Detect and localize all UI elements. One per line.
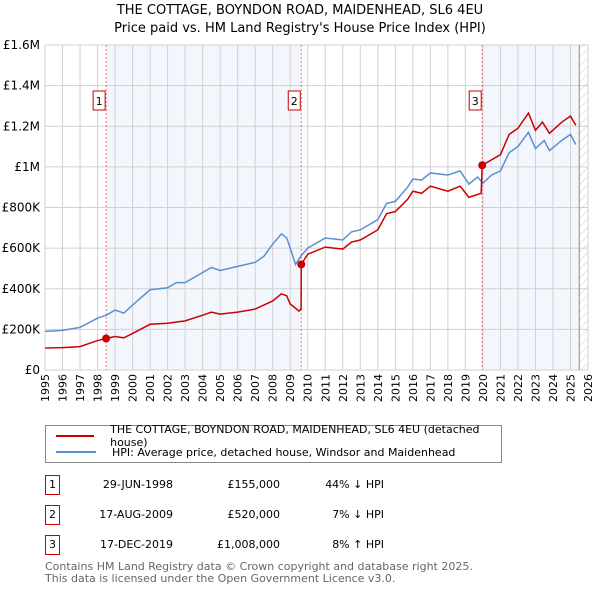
x-tick-label: 1999 [109,374,122,402]
sale-hpi-diff: 8% ↑ HPI [332,538,384,551]
x-tick-label: 2013 [354,374,367,402]
sale-hpi-diff: 7% ↓ HPI [332,508,384,521]
legend: THE COTTAGE, BOYNDON ROAD, MAIDENHEAD, S… [45,423,502,463]
x-tick-label: 2006 [232,374,245,402]
x-tick-label: 1996 [57,374,70,402]
x-tick-label: 2009 [284,374,297,402]
x-tick-label: 2025 [564,374,577,402]
x-tick-label: 1997 [74,374,87,402]
sale-price: £520,000 [227,508,281,521]
legend-item-hpi: HPI: Average price, detached house, Wind… [56,445,455,459]
sale-price: £155,000 [227,478,281,491]
sale-label-box [468,90,482,111]
y-tick-label: £600K [2,241,42,255]
chart-subtitle: Price paid vs. HM Land Registry's House … [114,21,486,36]
legend-item-property: THE COTTAGE, BOYNDON ROAD, MAIDENHEAD, S… [56,423,501,449]
sale-price: £1,008,000 [217,538,280,551]
y-tick-label: £200K [2,322,42,336]
sale-label-box [287,90,301,111]
x-tick-label: 2004 [197,374,210,402]
sale-point [478,161,487,170]
x-tick-label: 2024 [547,374,560,402]
sale-row: 2 17-AUG-2009 £520,000 7% ↓ HPI [45,505,525,525]
sale-label-box [92,90,106,111]
x-tick-label: 2016 [407,374,420,402]
legend-swatch [56,435,95,437]
hpi-line [44,130,577,333]
x-tick-label: 2014 [372,374,385,402]
x-tick-label: 2022 [512,374,525,402]
sale-row: 3 17-DEC-2019 £1,008,000 8% ↑ HPI [45,535,525,555]
property-price-line [44,111,577,349]
x-tick-label: 2011 [319,374,332,402]
x-tick-label: 1995 [39,374,52,402]
x-tick-label: 2023 [529,374,542,402]
sale-marker-badge: 1 [45,475,60,495]
x-tick-label: 2008 [267,374,280,402]
legend-swatch [56,451,96,453]
sale-label: 3 [472,95,479,108]
y-tick-label: £800K [2,201,42,215]
sale-hpi-diff: 44% ↓ HPI [325,478,384,491]
sale-point [297,260,306,269]
chart-title: THE COTTAGE, BOYNDON ROAD, MAIDENHEAD, S… [116,3,484,18]
x-tick-label: 2021 [494,374,507,402]
x-tick-label: 2019 [459,374,472,402]
sale-marker-badge: 3 [45,535,60,555]
sale-row: 1 29-JUN-1998 £155,000 44% ↓ HPI [45,475,525,495]
x-tick-label: 2000 [127,374,140,402]
y-tick-label: £0 [25,363,40,377]
x-tick-label: 2018 [442,374,455,402]
sale-point [102,334,111,343]
x-tick-label: 2003 [179,374,192,402]
y-tick-label: £1.2M [3,119,40,133]
y-tick-label: £1M [14,160,40,174]
legend-label: THE COTTAGE, BOYNDON ROAD, MAIDENHEAD, S… [110,423,480,449]
x-tick-label: 2005 [214,374,227,402]
sale-label: 2 [291,95,298,108]
x-tick-label: 2010 [302,374,315,402]
legend-label: HPI: Average price, detached house, Wind… [112,445,456,459]
footer-copyright: Contains HM Land Registry data © Crown c… [45,560,473,573]
y-tick-label: £400K [2,282,42,296]
x-tick-label: 2026 [582,374,595,402]
footer-licence: This data is licensed under the Open Gov… [45,572,396,585]
x-tick-label: 2017 [424,374,437,402]
x-tick-label: 2007 [249,374,262,402]
sale-label: 1 [96,95,103,108]
sale-date: 17-AUG-2009 [99,508,173,521]
x-tick-label: 2001 [144,374,157,402]
y-tick-label: £1.6M [3,38,40,52]
sale-marker-badge: 2 [45,505,60,525]
y-tick-label: £1.4M [3,79,40,93]
sale-date: 29-JUN-1998 [102,478,173,491]
sale-date: 17-DEC-2019 [99,538,173,551]
x-tick-label: 2012 [337,374,350,402]
x-tick-label: 2020 [477,374,490,402]
x-tick-label: 2015 [389,374,402,402]
x-tick-label: 1998 [92,374,105,402]
x-tick-label: 2002 [162,374,175,402]
price-chart: 1995 1996 1997 1998 1999 2000 2001 2002 2003 2004… [2,38,595,402]
